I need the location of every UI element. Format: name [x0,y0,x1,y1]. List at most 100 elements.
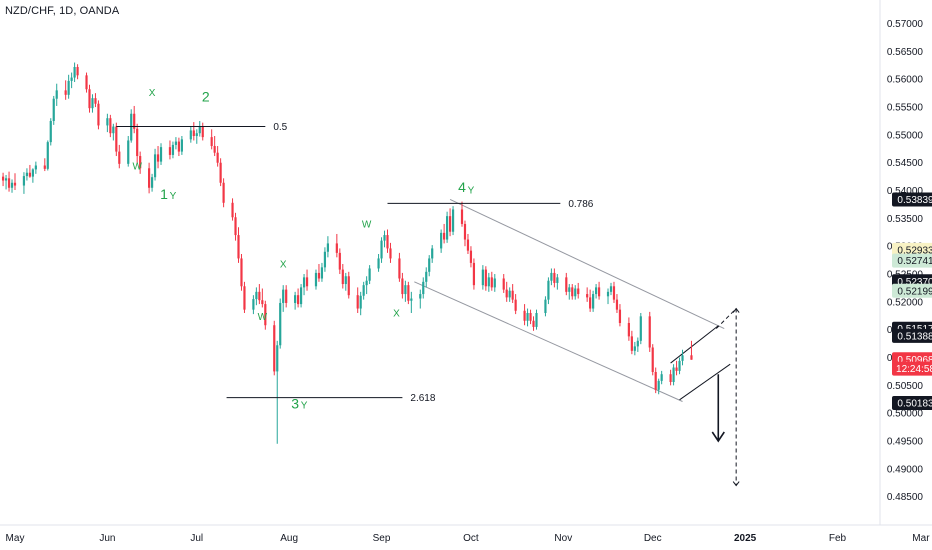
candle-body [109,118,112,134]
candle-body [502,278,505,290]
candle [648,311,651,352]
candle-body [428,258,431,272]
wave-label: 4 [458,179,466,195]
candle-body [630,336,633,351]
candle [28,164,31,178]
candle-body [484,269,487,287]
candle [675,360,678,376]
candle [422,277,425,299]
candle-body [493,278,496,288]
price-badge-bg [892,328,932,343]
candle-body [571,287,574,297]
price-badge-label: 0.52370 [897,277,932,288]
candle [428,255,431,277]
candle [481,265,484,290]
candle-body [362,285,365,296]
wave-label: 3 [291,396,299,412]
candle-body [612,286,616,300]
candle-body [76,66,79,76]
wave-label: Y [170,191,177,202]
candle-body [136,128,139,157]
candle [323,247,327,272]
candle [234,212,237,241]
candle [115,122,118,157]
candle-body [654,371,657,390]
candle-body [341,269,344,285]
candle-body [255,291,258,300]
candle-body [544,299,547,313]
candle [109,114,112,138]
x-tick-label: Sep [373,533,391,544]
candle-body [118,151,121,164]
price-badge-bg [892,283,932,298]
candle-body [633,346,636,351]
y-tick-label: 0.49500 [887,436,924,447]
x-tick-label: Feb [829,533,847,544]
candle-body [299,287,303,305]
candle [505,281,508,302]
candle-body [487,277,490,287]
candle [201,122,204,141]
candle-body [94,98,97,104]
candle [681,349,684,366]
candle [383,230,386,248]
candle [493,274,496,292]
candle [177,137,180,157]
x-tick-label: Oct [463,533,479,544]
candle [171,141,175,159]
candle-body [532,320,535,327]
arrows-group [711,307,740,487]
candle-body [168,147,172,155]
candle [189,126,192,143]
candle [7,171,11,192]
candle [216,146,219,167]
candle-body [46,142,49,169]
candle [389,242,392,263]
candle-body [681,355,684,361]
price-badge-label: 12:24:58 [896,364,932,375]
candle [279,298,282,349]
candle-body [535,312,538,327]
channel-upper-line [449,199,725,330]
candle [97,100,100,130]
price-badge-label: 0.51388 [897,331,932,342]
price-badge: 0.51388 [892,328,932,343]
candle-body [10,182,14,188]
candle-body [338,252,341,270]
candle [627,317,630,341]
candle [565,272,568,296]
candle [633,341,636,356]
candle [592,290,595,312]
candle [472,258,476,290]
candle [264,300,267,330]
candle-body [398,258,401,279]
price-badges: 0.538390.529330.527410.523700.521990.515… [892,192,932,410]
candle [85,72,88,93]
candle-body [180,139,183,152]
candle [297,288,300,308]
candle-body [302,277,306,288]
candle-body [112,126,115,134]
price-badge-label: 0.53839 [897,195,932,206]
candle [669,369,672,386]
candle-body [448,216,452,232]
candle [556,274,559,290]
candle-body [189,130,192,140]
y-tick-label: 0.50000 [887,409,924,420]
y-tick-label: 0.55000 [887,130,924,141]
candle [398,252,401,282]
candle-body [198,125,201,134]
channel-group [414,199,731,402]
candle-body [672,367,675,383]
candle-body [73,66,76,78]
candle [258,284,261,305]
candle [484,266,487,291]
x-tick-label: Jun [99,533,115,544]
candle [508,287,511,302]
candle [651,344,654,376]
candle [1,172,5,187]
candle-body [469,250,473,263]
axis-group [0,0,932,526]
